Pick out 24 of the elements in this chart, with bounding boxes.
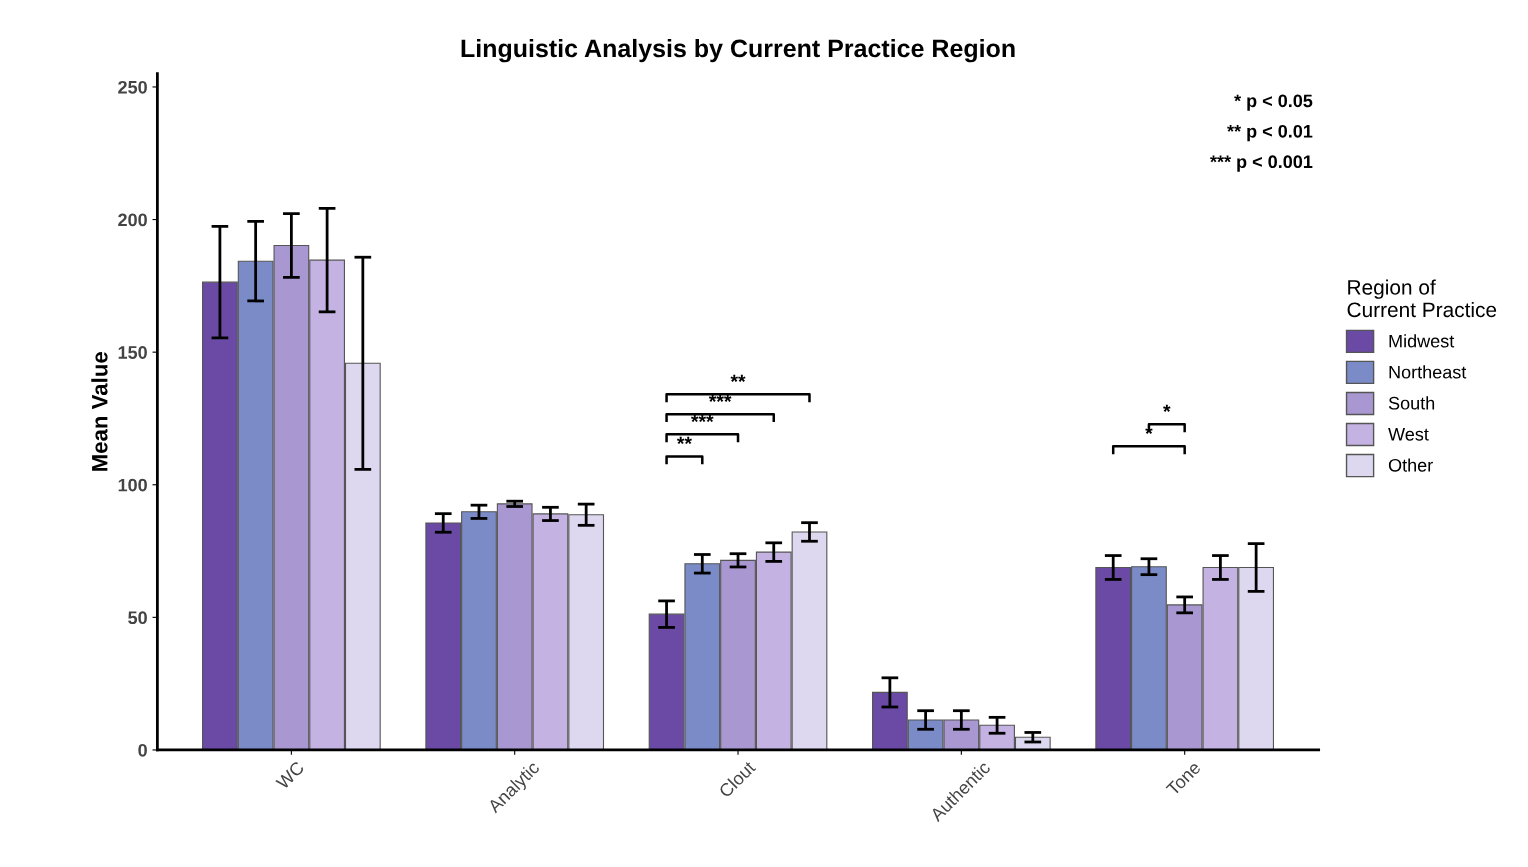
- x-tick-label: WC: [275, 760, 305, 791]
- chart-title: Linguistic Analysis by Current Practice Region: [461, 38, 1015, 63]
- annotation: ***: [708, 394, 732, 402]
- legend-label: Other: [1388, 458, 1433, 472]
- annotation: *: [1163, 404, 1171, 412]
- annotation: ***: [691, 414, 714, 423]
- legend-label: Northeast: [1389, 365, 1467, 379]
- x-tick-label: Tone: [1165, 760, 1202, 797]
- y-tick-label: 50: [128, 611, 147, 625]
- legend-label: West: [1388, 428, 1429, 441]
- y-axis-title: Mean Value: [91, 352, 108, 471]
- y-tick-label: 250: [118, 80, 147, 94]
- y-tick-label: 200: [118, 213, 147, 227]
- annotation: * p < 0.05: [1234, 94, 1313, 111]
- annotation: *** p < 0.001: [1210, 155, 1313, 172]
- annotation: **: [730, 374, 746, 383]
- y-tick-label: 0: [138, 743, 147, 757]
- legend-label: Midwest: [1389, 334, 1455, 348]
- annotation: ** p < 0.01: [1227, 124, 1313, 142]
- annotation: **: [676, 436, 692, 445]
- legend-title: Region of Current Practice: [1347, 279, 1497, 318]
- y-tick-label: 150: [118, 346, 147, 359]
- y-tick-label: 100: [118, 478, 147, 492]
- legend-label: South: [1388, 396, 1435, 410]
